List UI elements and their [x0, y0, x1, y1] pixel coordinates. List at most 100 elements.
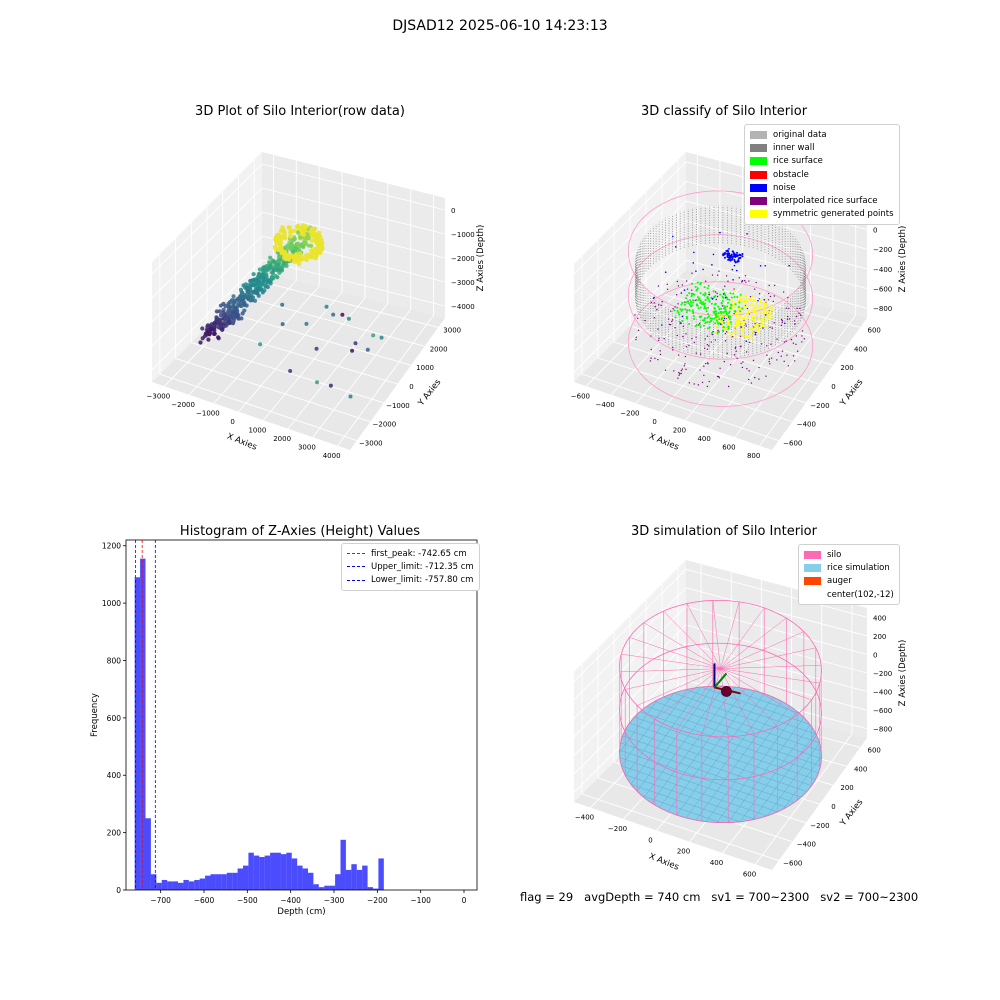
rice-surface-point	[685, 317, 688, 320]
rice-surface-point	[707, 315, 710, 318]
symmetric-point	[739, 298, 742, 301]
interpolated-point	[659, 353, 662, 356]
x-tick-label: 200	[677, 848, 690, 856]
rice-surface-point	[713, 307, 716, 310]
data-point	[231, 302, 236, 307]
rice-surface-point	[704, 307, 707, 310]
legend-label: obstacle	[773, 169, 809, 180]
symmetric-point	[742, 299, 745, 302]
interpolated-point	[661, 301, 663, 303]
histogram-bar	[351, 864, 357, 890]
grid-line	[159, 373, 357, 441]
symmetric-point	[735, 312, 738, 316]
histogram-bar	[367, 887, 373, 890]
histogram-bar	[243, 865, 249, 890]
legend-swatch	[750, 130, 767, 139]
data-point	[240, 290, 245, 296]
histogram-bar	[150, 874, 157, 890]
data-point	[371, 333, 376, 338]
histogram-bar	[318, 887, 325, 890]
grid-line	[206, 326, 398, 385]
rice-surface-point	[728, 318, 731, 321]
symmetric-point	[743, 301, 746, 304]
interpolated-point	[787, 296, 789, 299]
grid-line	[597, 357, 793, 423]
x-tick-label: 4000	[323, 452, 341, 460]
noise-point	[731, 250, 734, 253]
interpolated-point	[687, 300, 689, 302]
interpolated-point	[782, 291, 785, 293]
interpolated-point	[750, 382, 753, 384]
rice-surface-point	[686, 294, 689, 297]
rice-surface-point	[729, 292, 732, 295]
legend-swatch	[750, 170, 767, 179]
data-point	[246, 294, 251, 299]
rice-surface-point	[680, 303, 683, 306]
x-tick-label: 0	[230, 418, 234, 426]
symmetric-point	[769, 305, 773, 308]
interpolated-point	[795, 335, 798, 337]
histogram-bar	[183, 879, 189, 890]
histogram-bar	[324, 885, 330, 890]
interpolated-point	[781, 319, 783, 322]
legend-label: silo	[827, 549, 842, 560]
noise-point	[757, 299, 759, 302]
symmetric-point	[727, 323, 730, 326]
rice-surface-point	[721, 295, 724, 298]
y-tick-label: 3000	[443, 326, 461, 334]
rice-surface-point	[718, 308, 721, 311]
data-point	[296, 230, 301, 236]
rice-surface-point	[720, 307, 723, 310]
rice-surface-point	[723, 306, 726, 309]
histogram-bar	[140, 558, 146, 890]
interpolated-point	[685, 333, 687, 335]
legend-label: auger	[827, 576, 852, 587]
data-point	[232, 305, 237, 311]
symmetric-point	[735, 311, 738, 314]
grid-line	[573, 200, 687, 314]
simulation-legend: silo rice simulation auger center(102,-12)	[798, 544, 900, 606]
symmetric-point	[740, 327, 743, 331]
symmetric-point	[762, 310, 765, 313]
rice-surface-point	[715, 319, 718, 322]
classify-legend: original data inner wall rice surface obsta…	[744, 124, 900, 226]
data-point	[268, 255, 273, 260]
rice-surface-point	[688, 303, 691, 306]
interpolated-point	[706, 335, 709, 337]
symmetric-point	[745, 295, 748, 299]
interpolated-point	[787, 365, 790, 367]
silo-roof-line	[625, 668, 721, 690]
grid-line	[238, 295, 425, 347]
data-point	[293, 259, 299, 264]
z-tick-label: −200	[873, 246, 892, 254]
interpolated-point	[790, 338, 793, 341]
interpolated-point	[727, 385, 730, 388]
interpolated-point	[698, 322, 701, 325]
noise-point	[712, 253, 715, 256]
data-point	[276, 232, 281, 238]
legend-entry: silo	[804, 548, 894, 561]
data-point	[296, 261, 302, 267]
rice-surface-point	[737, 305, 740, 308]
y-tick-label: 0	[831, 383, 835, 391]
rice-surface-point	[736, 295, 739, 298]
data-point	[200, 326, 205, 331]
rice-surface-point	[718, 318, 721, 321]
rice-surface-point	[733, 295, 736, 298]
rice-mesh-line	[705, 705, 790, 822]
interpolated-point	[781, 350, 784, 352]
symmetric-point	[757, 323, 760, 326]
rice-surface-point	[711, 332, 714, 335]
symmetric-point	[764, 325, 767, 329]
interpolated-point	[697, 384, 700, 386]
noise-point	[737, 258, 740, 261]
interpolated-point	[766, 354, 768, 356]
interpolated-point	[654, 357, 656, 360]
interpolated-point	[708, 293, 711, 296]
grid-line	[685, 200, 868, 250]
legend-entry: interpolated rice surface	[750, 194, 894, 207]
rice-surface-point	[684, 308, 687, 311]
interpolated-point	[738, 277, 740, 279]
data-point	[284, 246, 289, 251]
data-point	[237, 303, 243, 308]
